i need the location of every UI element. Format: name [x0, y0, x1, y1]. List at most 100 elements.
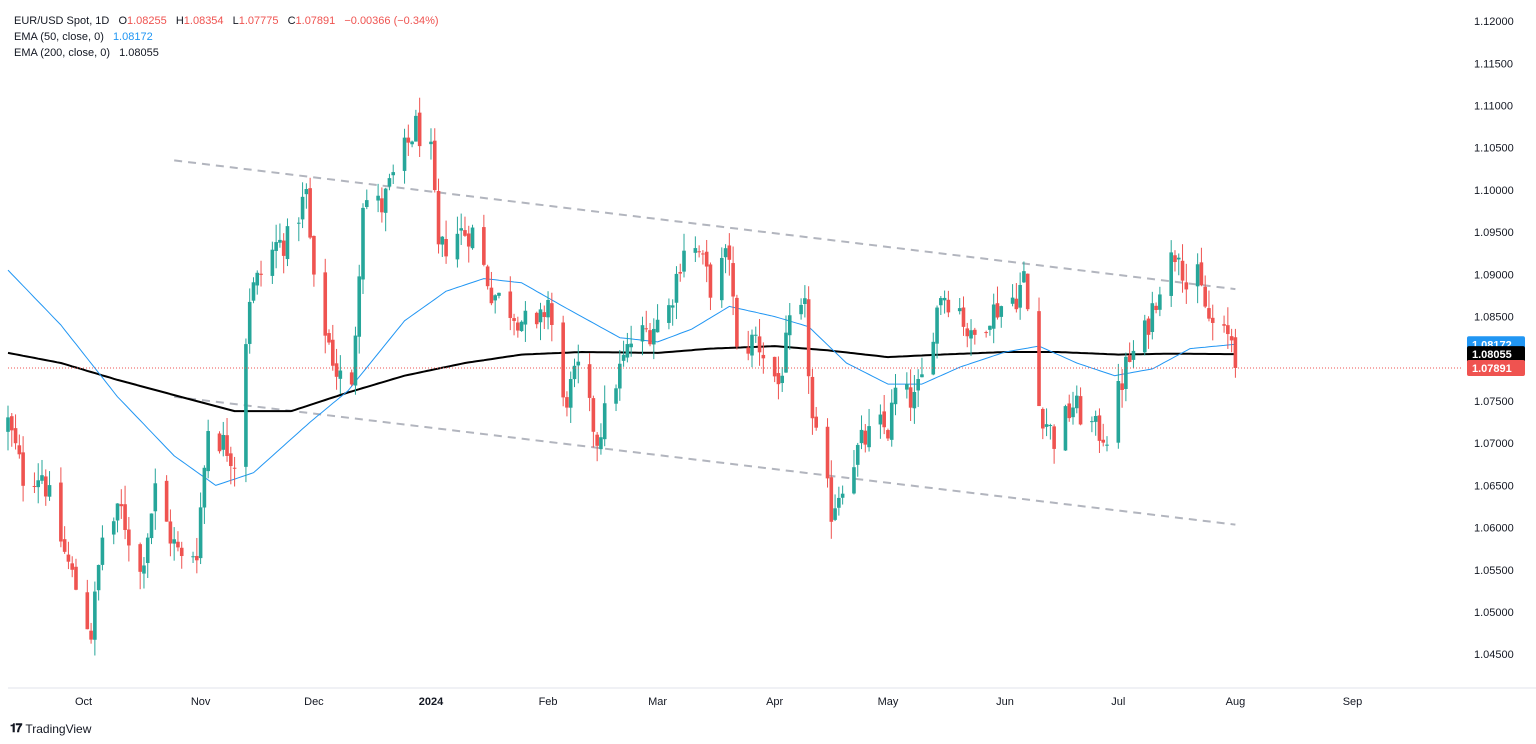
- candle[interactable]: [599, 423, 603, 455]
- candle[interactable]: [591, 395, 596, 448]
- candle[interactable]: [682, 233, 686, 278]
- candle[interactable]: [432, 128, 437, 193]
- candle[interactable]: [74, 558, 78, 591]
- candle[interactable]: [757, 319, 762, 366]
- candle[interactable]: [602, 385, 607, 447]
- candle[interactable]: [406, 124, 411, 156]
- candle[interactable]: [402, 128, 407, 184]
- candle[interactable]: [1210, 304, 1215, 341]
- candle[interactable]: [697, 245, 701, 258]
- candle[interactable]: [153, 468, 158, 530]
- candle[interactable]: [727, 233, 732, 276]
- candle[interactable]: [1063, 404, 1068, 451]
- candle[interactable]: [965, 322, 970, 348]
- candle[interactable]: [538, 302, 543, 341]
- candle[interactable]: [308, 177, 312, 240]
- candle[interactable]: [908, 369, 913, 422]
- candle[interactable]: [905, 372, 909, 399]
- candle[interactable]: [1116, 363, 1121, 449]
- candle[interactable]: [1025, 273, 1030, 312]
- candle[interactable]: [36, 463, 41, 504]
- candle[interactable]: [761, 342, 766, 374]
- candle[interactable]: [1097, 408, 1102, 454]
- candle[interactable]: [561, 315, 565, 407]
- candle[interactable]: [1226, 307, 1230, 349]
- candle[interactable]: [300, 182, 305, 229]
- candle[interactable]: [440, 236, 445, 258]
- candle[interactable]: [285, 218, 290, 267]
- ema200-row[interactable]: EMA (200, close, 0) 1.08055: [14, 45, 439, 61]
- candle[interactable]: [281, 233, 286, 274]
- candle[interactable]: [1176, 253, 1181, 276]
- candle[interactable]: [1173, 250, 1177, 272]
- trendline-2[interactable]: [174, 395, 1236, 526]
- candle[interactable]: [1105, 436, 1109, 452]
- candle[interactable]: [85, 579, 90, 630]
- candle[interactable]: [127, 517, 131, 562]
- candle[interactable]: [444, 220, 448, 264]
- candle[interactable]: [920, 357, 924, 378]
- candle[interactable]: [652, 318, 656, 360]
- candle[interactable]: [746, 330, 751, 361]
- candle[interactable]: [1169, 240, 1173, 307]
- candle[interactable]: [534, 311, 539, 329]
- candle[interactable]: [93, 581, 97, 656]
- candle[interactable]: [383, 187, 388, 232]
- candle[interactable]: [916, 369, 920, 407]
- trendline-1[interactable]: [174, 159, 1236, 291]
- ema50-row[interactable]: EMA (50, close, 0) 1.08172: [14, 29, 439, 45]
- candle[interactable]: [255, 270, 260, 295]
- candle[interactable]: [1195, 253, 1200, 304]
- candle[interactable]: [803, 285, 807, 318]
- candle[interactable]: [701, 250, 705, 265]
- candle[interactable]: [436, 178, 441, 254]
- candle[interactable]: [806, 286, 811, 394]
- candle[interactable]: [414, 109, 418, 142]
- candle[interactable]: [935, 305, 939, 359]
- candle[interactable]: [463, 216, 467, 237]
- candle[interactable]: [595, 432, 599, 462]
- candle[interactable]: [719, 247, 724, 308]
- candle[interactable]: [259, 260, 263, 287]
- candle[interactable]: [999, 305, 1004, 328]
- candle[interactable]: [1022, 261, 1026, 283]
- candle[interactable]: [1131, 340, 1136, 368]
- candle[interactable]: [168, 509, 173, 557]
- candle[interactable]: [251, 277, 256, 304]
- candle[interactable]: [988, 325, 992, 336]
- candle[interactable]: [357, 264, 362, 354]
- candle[interactable]: [59, 467, 63, 548]
- candle[interactable]: [9, 412, 14, 447]
- candle[interactable]: [750, 329, 754, 368]
- candle[interactable]: [1150, 291, 1155, 340]
- candle[interactable]: [961, 296, 966, 336]
- candle[interactable]: [837, 486, 841, 516]
- candle[interactable]: [410, 140, 414, 148]
- candle[interactable]: [493, 294, 497, 314]
- candle[interactable]: [89, 622, 93, 644]
- candle[interactable]: [1180, 244, 1185, 293]
- candle[interactable]: [13, 414, 18, 450]
- candle[interactable]: [572, 358, 577, 388]
- candle[interactable]: [338, 355, 343, 395]
- candle[interactable]: [670, 299, 675, 326]
- candle[interactable]: [723, 244, 728, 274]
- candle[interactable]: [829, 460, 834, 539]
- candle[interactable]: [206, 419, 210, 479]
- candle[interactable]: [312, 235, 316, 287]
- candle[interactable]: [1229, 328, 1234, 353]
- candle[interactable]: [43, 469, 48, 506]
- candle[interactable]: [542, 305, 547, 330]
- candle[interactable]: [814, 406, 818, 431]
- candle[interactable]: [1052, 424, 1056, 464]
- candle[interactable]: [1078, 387, 1083, 426]
- candle[interactable]: [349, 369, 354, 387]
- candle[interactable]: [229, 446, 233, 485]
- candle[interactable]: [323, 258, 328, 354]
- candle[interactable]: [516, 316, 520, 338]
- candle[interactable]: [1124, 352, 1128, 402]
- candle[interactable]: [587, 353, 592, 412]
- ema50-line[interactable]: [7, 269, 1236, 486]
- candle[interactable]: [882, 394, 886, 435]
